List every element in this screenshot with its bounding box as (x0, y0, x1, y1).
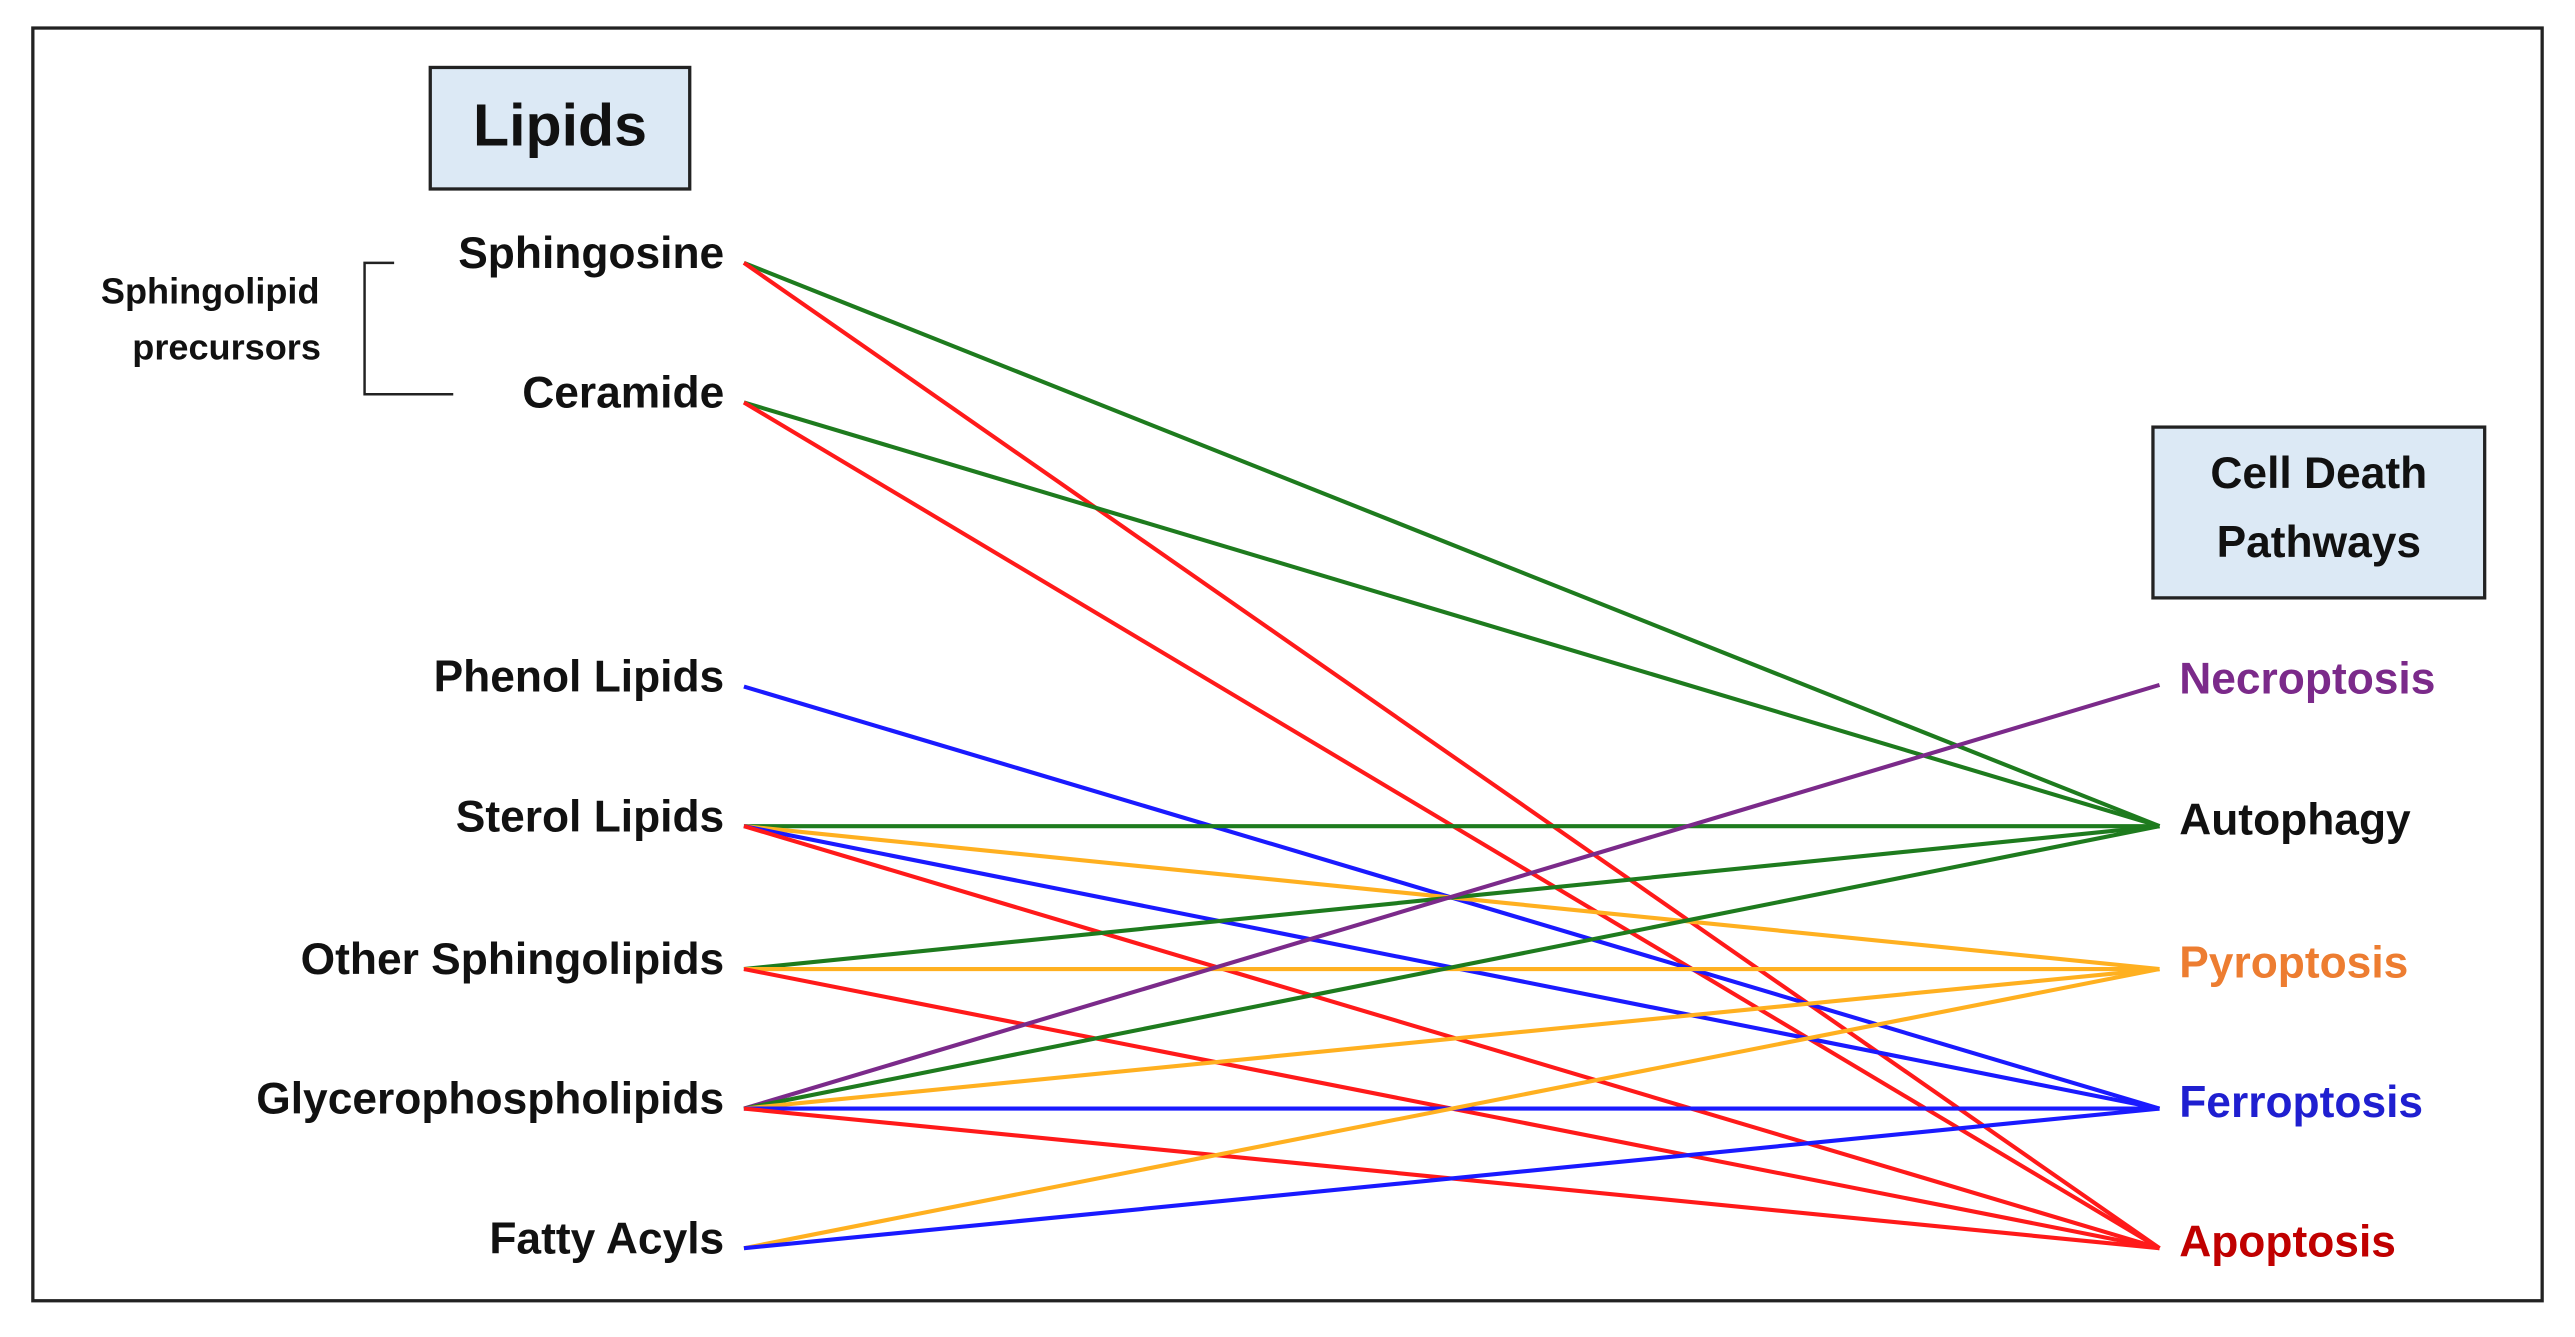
group-label: precursors (132, 326, 321, 367)
lipid-label: Other Sphingolipids (301, 935, 725, 984)
bracket (363, 261, 454, 396)
pathway-label: Ferroptosis (2179, 1078, 2423, 1127)
pathways-title: Cell Death (2210, 449, 2427, 498)
edges (742, 260, 2161, 1251)
edge (743, 967, 2160, 1251)
frame (31, 26, 2544, 1303)
pathway-label: Necroptosis (2179, 654, 2435, 703)
pathway-label: Autophagy (2179, 796, 2411, 845)
edge (743, 966, 2160, 1111)
pathway-label: Pyroptosis (2179, 938, 2408, 987)
lipid-label: Sphingosine (458, 229, 724, 278)
nodes: Sphingosine Ceramide Phenol Lipids Sterol L… (256, 229, 2435, 1267)
pathways-box (2151, 425, 2487, 600)
lipid-label: Glycerophospholipids (256, 1075, 724, 1124)
pathway-label: Apoptosis (2179, 1218, 2396, 1267)
lipid-label: Phenol Lipids (434, 653, 725, 702)
edge (743, 824, 2160, 1111)
group-label: Sphingolipid (101, 271, 320, 312)
edge (742, 261, 2161, 1250)
edge (743, 260, 2161, 829)
edge (743, 1106, 2160, 1251)
lipid-label: Fatty Acyls (489, 1214, 724, 1263)
lipid-label: Ceramide (522, 369, 724, 418)
pathways-title: Pathways (2217, 518, 2422, 567)
edge (743, 682, 2161, 1111)
lipids-title: Lipids (473, 91, 647, 158)
lipids-box (428, 65, 692, 191)
lipid-label: Sterol Lipids (456, 792, 724, 841)
